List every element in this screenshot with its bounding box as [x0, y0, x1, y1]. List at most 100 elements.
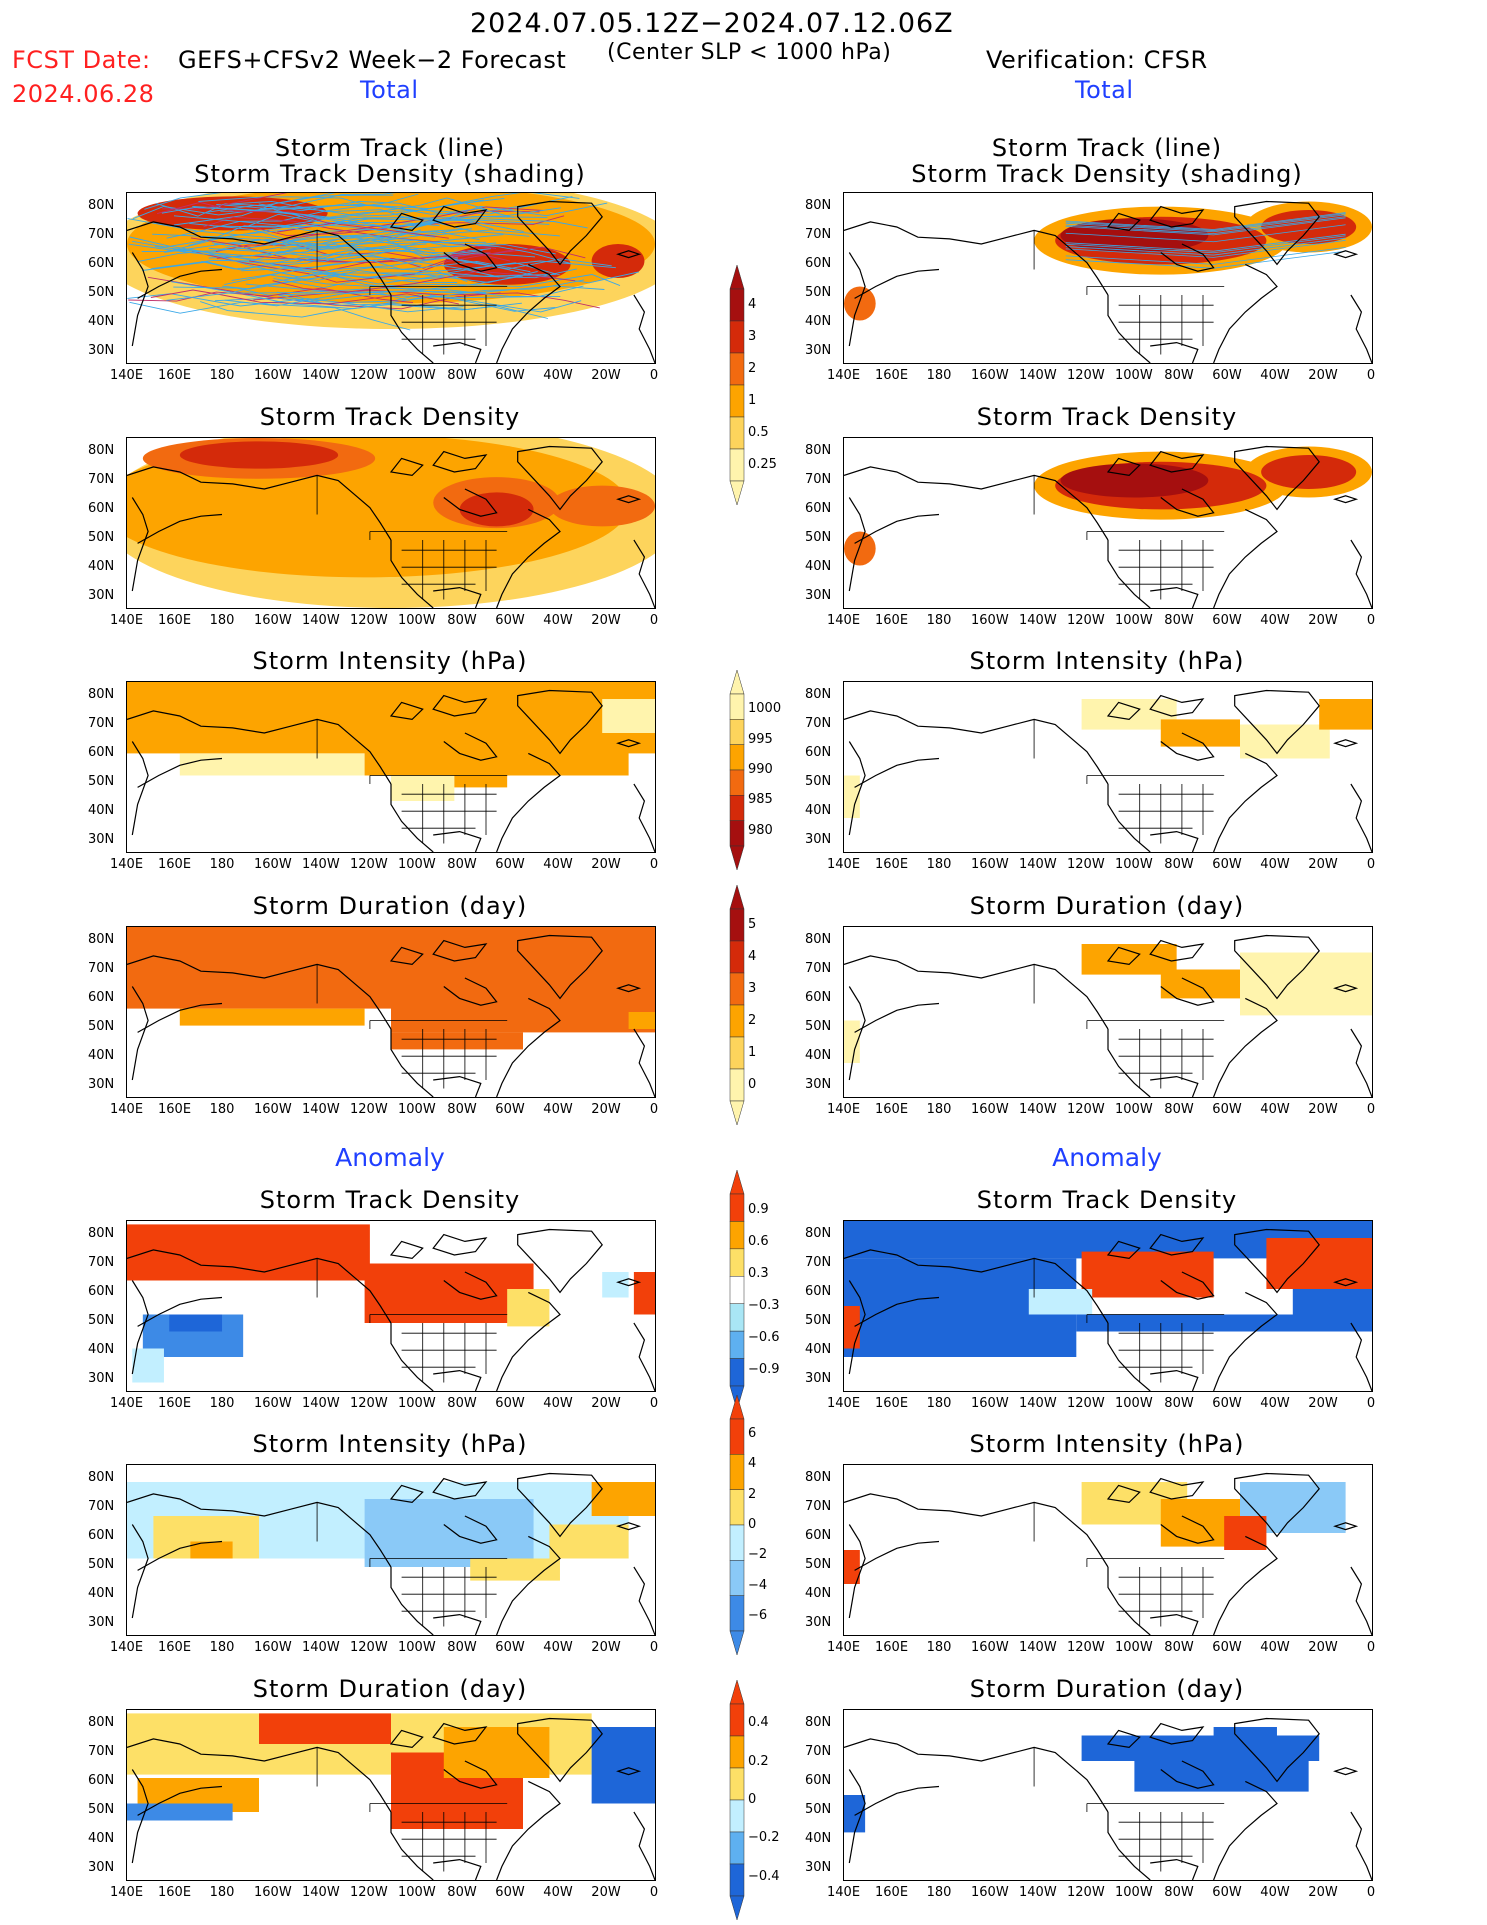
- map-field-l6: [127, 1713, 655, 1880]
- lat-tick-label: 60N: [805, 256, 832, 271]
- map-field-r2: [844, 689, 1372, 852]
- lon-tick-label: 140E: [827, 857, 861, 872]
- lat-tick-label: 30N: [805, 588, 832, 603]
- lon-tick-label: 100W: [1115, 1396, 1153, 1411]
- lat-tick-label: 40N: [805, 559, 832, 574]
- panel-title-density: Storm Track Density: [259, 1186, 521, 1214]
- lon-tick-label: 80W: [447, 1396, 477, 1411]
- lon-tick-label: 20W: [591, 857, 621, 872]
- colorbar-label: 0.25: [748, 457, 777, 472]
- colorbar-label: −0.2: [748, 1830, 780, 1846]
- lat-tick-label: 40N: [88, 1586, 115, 1601]
- lon-tick-label: 120W: [350, 1396, 388, 1411]
- lon-tick-label: 180: [926, 1640, 952, 1655]
- lon-tick-label: 20W: [1308, 1102, 1338, 1117]
- lon-tick-label: 60W: [495, 1885, 525, 1900]
- lat-tick-label: 60N: [88, 1284, 115, 1299]
- colorbar-intensity_total: [722, 669, 752, 874]
- lon-tick-label: 100W: [1115, 1885, 1153, 1900]
- lat-tick-label: 50N: [805, 1557, 832, 1572]
- lon-tick-label: 80W: [1164, 1885, 1194, 1900]
- verification-label: Verification: CFSR: [986, 46, 1208, 74]
- colorbar-label: −0.6: [748, 1330, 780, 1345]
- lat-tick-label: 40N: [805, 1048, 832, 1063]
- lat-tick-label: 30N: [88, 1371, 115, 1386]
- lon-tick-label: 100W: [1115, 857, 1153, 872]
- lon-tick-label: 140W: [1019, 1885, 1057, 1900]
- lon-tick-label: 120W: [1067, 368, 1105, 383]
- lat-tick-label: 80N: [88, 687, 115, 702]
- lat-tick-label: 40N: [805, 803, 832, 818]
- lon-tick-label: 0: [649, 857, 659, 872]
- lon-tick-label: 140E: [110, 613, 144, 628]
- lon-tick-label: 40W: [1260, 857, 1290, 872]
- lon-tick-label: 180: [926, 368, 952, 383]
- colorbar-label: 0.6: [748, 1234, 769, 1249]
- lon-tick-label: 80W: [1164, 613, 1194, 628]
- lon-tick-label: 120W: [1067, 613, 1105, 628]
- panel-title-intensity: Storm Intensity (hPa): [252, 1430, 528, 1458]
- map-field-l4: [127, 1224, 655, 1391]
- lon-tick-label: 120W: [350, 368, 388, 383]
- map-panel-r0: [843, 192, 1373, 364]
- lon-tick-label: 180: [209, 1885, 235, 1900]
- lat-tick-label: 40N: [88, 314, 115, 329]
- lon-tick-label: 140E: [827, 1102, 861, 1117]
- lat-tick-label: 50N: [88, 1557, 115, 1572]
- lon-tick-label: 140E: [827, 1396, 861, 1411]
- lon-tick-label: 40W: [1260, 1396, 1290, 1411]
- colorbar-label: 2: [748, 1486, 757, 1502]
- lon-tick-label: 140W: [1019, 857, 1057, 872]
- lon-tick-label: 80W: [1164, 857, 1194, 872]
- lon-tick-label: 100W: [398, 1396, 436, 1411]
- lat-tick-label: 50N: [805, 530, 832, 545]
- colorbar-label: 4: [748, 297, 757, 312]
- lon-tick-label: 140W: [302, 1885, 340, 1900]
- lat-tick-label: 30N: [805, 1371, 832, 1386]
- lon-tick-label: 140W: [302, 1640, 340, 1655]
- lon-tick-label: 120W: [1067, 1102, 1105, 1117]
- lon-tick-label: 20W: [1308, 1885, 1338, 1900]
- lon-tick-label: 160E: [158, 1885, 192, 1900]
- lon-tick-label: 20W: [591, 613, 621, 628]
- lat-tick-label: 60N: [88, 1773, 115, 1788]
- lon-tick-label: 120W: [1067, 857, 1105, 872]
- lon-tick-label: 160W: [971, 857, 1009, 872]
- lon-tick-label: 40W: [1260, 368, 1290, 383]
- lon-tick-label: 60W: [495, 857, 525, 872]
- colorbar-label: 0: [748, 1792, 757, 1807]
- lat-tick-label: 60N: [805, 1528, 832, 1543]
- lon-tick-label: 180: [926, 1885, 952, 1900]
- panel-title-density: Storm Track Density: [259, 403, 521, 431]
- colorbar-label: 990: [748, 762, 773, 777]
- lat-tick-label: 50N: [88, 774, 115, 789]
- colorbar-density_anom: [722, 1169, 752, 1414]
- lon-tick-label: 80W: [447, 368, 477, 383]
- lon-tick-label: 160E: [875, 1885, 909, 1900]
- fcst-date-value: 2024.06.28: [12, 80, 155, 108]
- lon-tick-label: 120W: [1067, 1640, 1105, 1655]
- colorbar-label: 4: [748, 949, 757, 964]
- lon-tick-label: 160E: [875, 1640, 909, 1655]
- colorbar-label: 2: [748, 1013, 757, 1028]
- lon-tick-label: 20W: [591, 1640, 621, 1655]
- colorbar-duration_anom: [722, 1679, 752, 1924]
- panel-title-density: Storm Track Density: [976, 403, 1238, 431]
- lon-tick-label: 160W: [971, 1102, 1009, 1117]
- lat-tick-label: 30N: [805, 1077, 832, 1092]
- lat-tick-label: 60N: [805, 990, 832, 1005]
- lon-tick-label: 20W: [1308, 1640, 1338, 1655]
- colorbar-label: −0.3: [748, 1298, 780, 1313]
- map-panel-r6: [843, 1709, 1373, 1881]
- lat-tick-label: 40N: [88, 1831, 115, 1846]
- map-field-l3: [127, 927, 655, 1097]
- panel-title-track-shading: Storm Track Density (shading): [911, 160, 1303, 188]
- lon-tick-label: 60W: [1212, 1640, 1242, 1655]
- map-panel-l6: [126, 1709, 656, 1881]
- lon-tick-label: 160W: [254, 613, 292, 628]
- lat-tick-label: 30N: [805, 1860, 832, 1875]
- lon-tick-label: 60W: [495, 1102, 525, 1117]
- lon-tick-label: 80W: [447, 613, 477, 628]
- panel-title-track-shading: Storm Track Density (shading): [194, 160, 586, 188]
- map-field-r4: [844, 1221, 1372, 1391]
